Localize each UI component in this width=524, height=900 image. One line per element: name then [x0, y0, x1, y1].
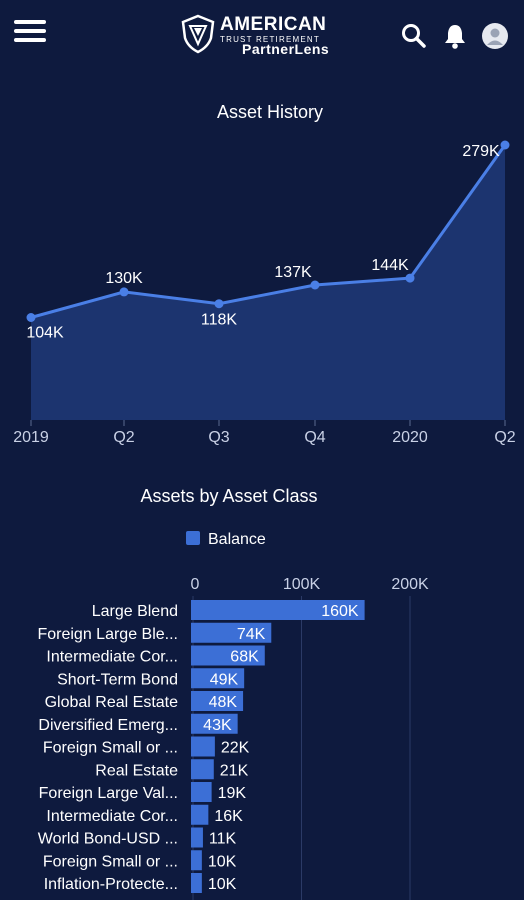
- class-bar[interactable]: [191, 736, 215, 757]
- class-value-label: 21K: [220, 762, 249, 779]
- history-value-label: 279K: [462, 143, 500, 160]
- history-x-tick-label: Q2: [113, 429, 134, 446]
- history-point[interactable]: [500, 140, 510, 150]
- asset-class-chart: Assets by Asset Class Balance 0 100K 200K …: [37, 486, 429, 900]
- class-value-label: 19K: [218, 785, 247, 802]
- class-bar[interactable]: [191, 691, 244, 711]
- class-value-label: 10K: [208, 876, 237, 893]
- history-area-fill: [31, 145, 505, 420]
- history-x-tick-label: 2019: [13, 429, 49, 446]
- class-category-label: Foreign Small or ...: [43, 740, 178, 757]
- class-category-label: Foreign Small or ...: [43, 853, 178, 870]
- class-x-tick-label: 0: [191, 576, 200, 593]
- class-category-label: Foreign Large Val...: [39, 785, 178, 802]
- class-category-label: Intermediate Cor...: [46, 808, 178, 825]
- class-value-label: 48K: [209, 694, 238, 711]
- asset-class-title: Assets by Asset Class: [140, 486, 317, 506]
- class-category-label: Intermediate Cor...: [46, 649, 178, 666]
- class-category-label: Large Blend: [92, 603, 178, 620]
- class-bar[interactable]: [191, 600, 365, 620]
- asset-history-chart: Asset History 104K 130K 118K 137K 144K 279K 2…: [13, 102, 516, 446]
- class-bars-group: Large Blend 160K Foreign Large Ble... 74K In…: [37, 600, 365, 893]
- shield-logo-icon: [181, 14, 215, 54]
- asset-history-title: Asset History: [217, 102, 323, 122]
- class-bar[interactable]: [191, 713, 238, 734]
- class-bar[interactable]: [191, 645, 265, 666]
- class-category-label: Real Estate: [95, 762, 178, 779]
- app-header: AMERICAN TRUST RETIREMENT PartnerLens: [0, 0, 524, 72]
- history-value-label: 144K: [371, 257, 409, 274]
- history-x-tick-label: Q2: [494, 429, 515, 446]
- menu-icon[interactable]: [14, 20, 46, 46]
- class-category-label: Diversified Emerg...: [38, 717, 178, 734]
- class-value-label: 22K: [221, 740, 250, 757]
- class-bar[interactable]: [191, 850, 202, 871]
- class-value-label: 16K: [214, 808, 243, 825]
- history-x-tick-label: Q3: [208, 429, 229, 446]
- legend-swatch-balance[interactable]: [186, 531, 200, 545]
- class-bar[interactable]: [191, 668, 245, 689]
- history-point[interactable]: [119, 287, 129, 297]
- history-point[interactable]: [214, 299, 224, 309]
- class-bar[interactable]: [191, 622, 272, 643]
- bell-icon[interactable]: [441, 22, 469, 50]
- class-value-label: 11K: [209, 831, 237, 848]
- class-value-label: 49K: [210, 671, 239, 688]
- class-bar[interactable]: [191, 782, 212, 802]
- search-icon[interactable]: [400, 22, 428, 50]
- class-x-tick-label: 100K: [283, 576, 321, 593]
- history-value-label: 118K: [201, 312, 238, 329]
- brand-subtitle: TRUST RETIREMENT: [220, 35, 320, 44]
- brand-name: AMERICAN: [220, 14, 327, 35]
- history-area-group: [26, 140, 510, 420]
- class-bar[interactable]: [191, 759, 214, 780]
- class-value-label: 10K: [208, 853, 237, 870]
- class-category-label: Foreign Large Ble...: [37, 626, 178, 643]
- class-value-label: 74K: [237, 626, 266, 643]
- class-category-label: World Bond-USD ...: [38, 831, 178, 848]
- class-bar[interactable]: [191, 804, 209, 825]
- brand-logo[interactable]: AMERICAN TRUST RETIREMENT PartnerLens: [180, 12, 350, 60]
- history-point[interactable]: [310, 280, 320, 290]
- history-line: [30, 144, 507, 319]
- class-bar[interactable]: [191, 873, 202, 893]
- history-x-tick-label: Q4: [304, 429, 325, 446]
- history-point[interactable]: [26, 313, 36, 322]
- class-category-label: Short-Term Bond: [57, 671, 178, 688]
- history-value-label: 130K: [105, 270, 143, 287]
- history-x-axis: 2019 Q2 Q3 Q4 2020 Q2: [13, 420, 516, 446]
- class-value-label: 68K: [230, 649, 259, 666]
- class-category-label: Inflation-Protecte...: [44, 876, 178, 893]
- product-name: PartnerLens: [242, 41, 330, 57]
- class-value-label: 160K: [321, 603, 359, 620]
- class-grid-group: 0 100K 200K: [191, 576, 429, 900]
- class-bar[interactable]: [191, 827, 203, 848]
- user-avatar-icon[interactable]: [481, 22, 509, 50]
- class-x-tick-label: 200K: [391, 576, 429, 593]
- class-value-label: 43K: [203, 717, 232, 734]
- history-point[interactable]: [405, 273, 415, 283]
- class-category-label: Global Real Estate: [45, 694, 179, 711]
- history-value-label: 137K: [274, 264, 312, 281]
- history-x-tick-label: 2020: [392, 429, 428, 446]
- legend-label-balance[interactable]: Balance: [208, 531, 266, 548]
- history-value-label: 104K: [26, 324, 64, 341]
- history-labels-group: 104K 130K 118K 137K 144K 279K: [26, 143, 500, 341]
